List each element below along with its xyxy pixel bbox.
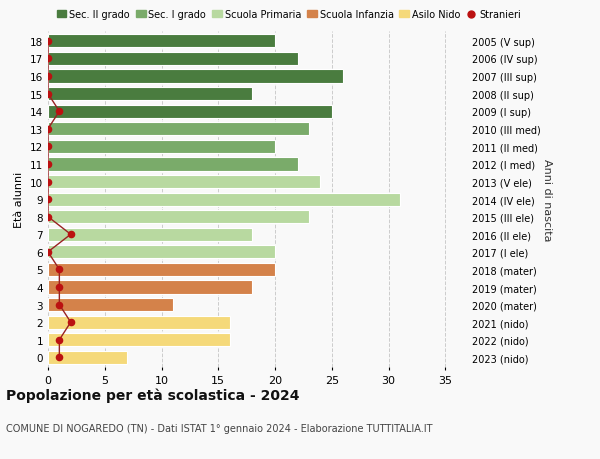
Point [66,319,76,326]
Bar [48,246,275,259]
Bar [48,193,400,206]
Bar [48,88,253,101]
Text: Popolazione per età scolastica - 2024: Popolazione per età scolastica - 2024 [6,388,299,403]
Bar [48,298,173,312]
Bar [48,175,320,189]
Bar [48,228,253,241]
Point [55,266,64,274]
Bar [48,333,230,347]
Legend: Sec. II grado, Sec. I grado, Scuola Primaria, Scuola Infanzia, Asilo Nido, Stran: Sec. II grado, Sec. I grado, Scuola Prim… [53,6,524,24]
Point [43,179,53,186]
Bar [48,281,253,294]
Point [43,196,53,203]
Point [43,91,53,98]
Point [43,213,53,221]
Bar [48,53,298,66]
Text: COMUNE DI NOGAREDO (TN) - Dati ISTAT 1° gennaio 2024 - Elaborazione TUTTITALIA.I: COMUNE DI NOGAREDO (TN) - Dati ISTAT 1° … [6,424,433,433]
Bar [48,106,332,118]
Point [43,126,53,133]
Bar [48,351,127,364]
Point [43,38,53,45]
Y-axis label: Anni di nascita: Anni di nascita [542,158,552,241]
Point [55,301,64,308]
Bar [48,263,275,276]
Bar [48,70,343,84]
Point [43,249,53,256]
Point [55,284,64,291]
Point [55,336,64,344]
Point [43,73,53,80]
Bar [48,140,275,154]
Point [55,108,64,116]
Bar [48,35,275,48]
Point [43,56,53,63]
Point [43,161,53,168]
Point [43,143,53,151]
Bar [48,123,309,136]
Bar [48,316,230,329]
Y-axis label: Età alunni: Età alunni [14,172,25,228]
Point [55,354,64,361]
Bar [48,158,298,171]
Point [66,231,76,238]
Bar [48,211,309,224]
